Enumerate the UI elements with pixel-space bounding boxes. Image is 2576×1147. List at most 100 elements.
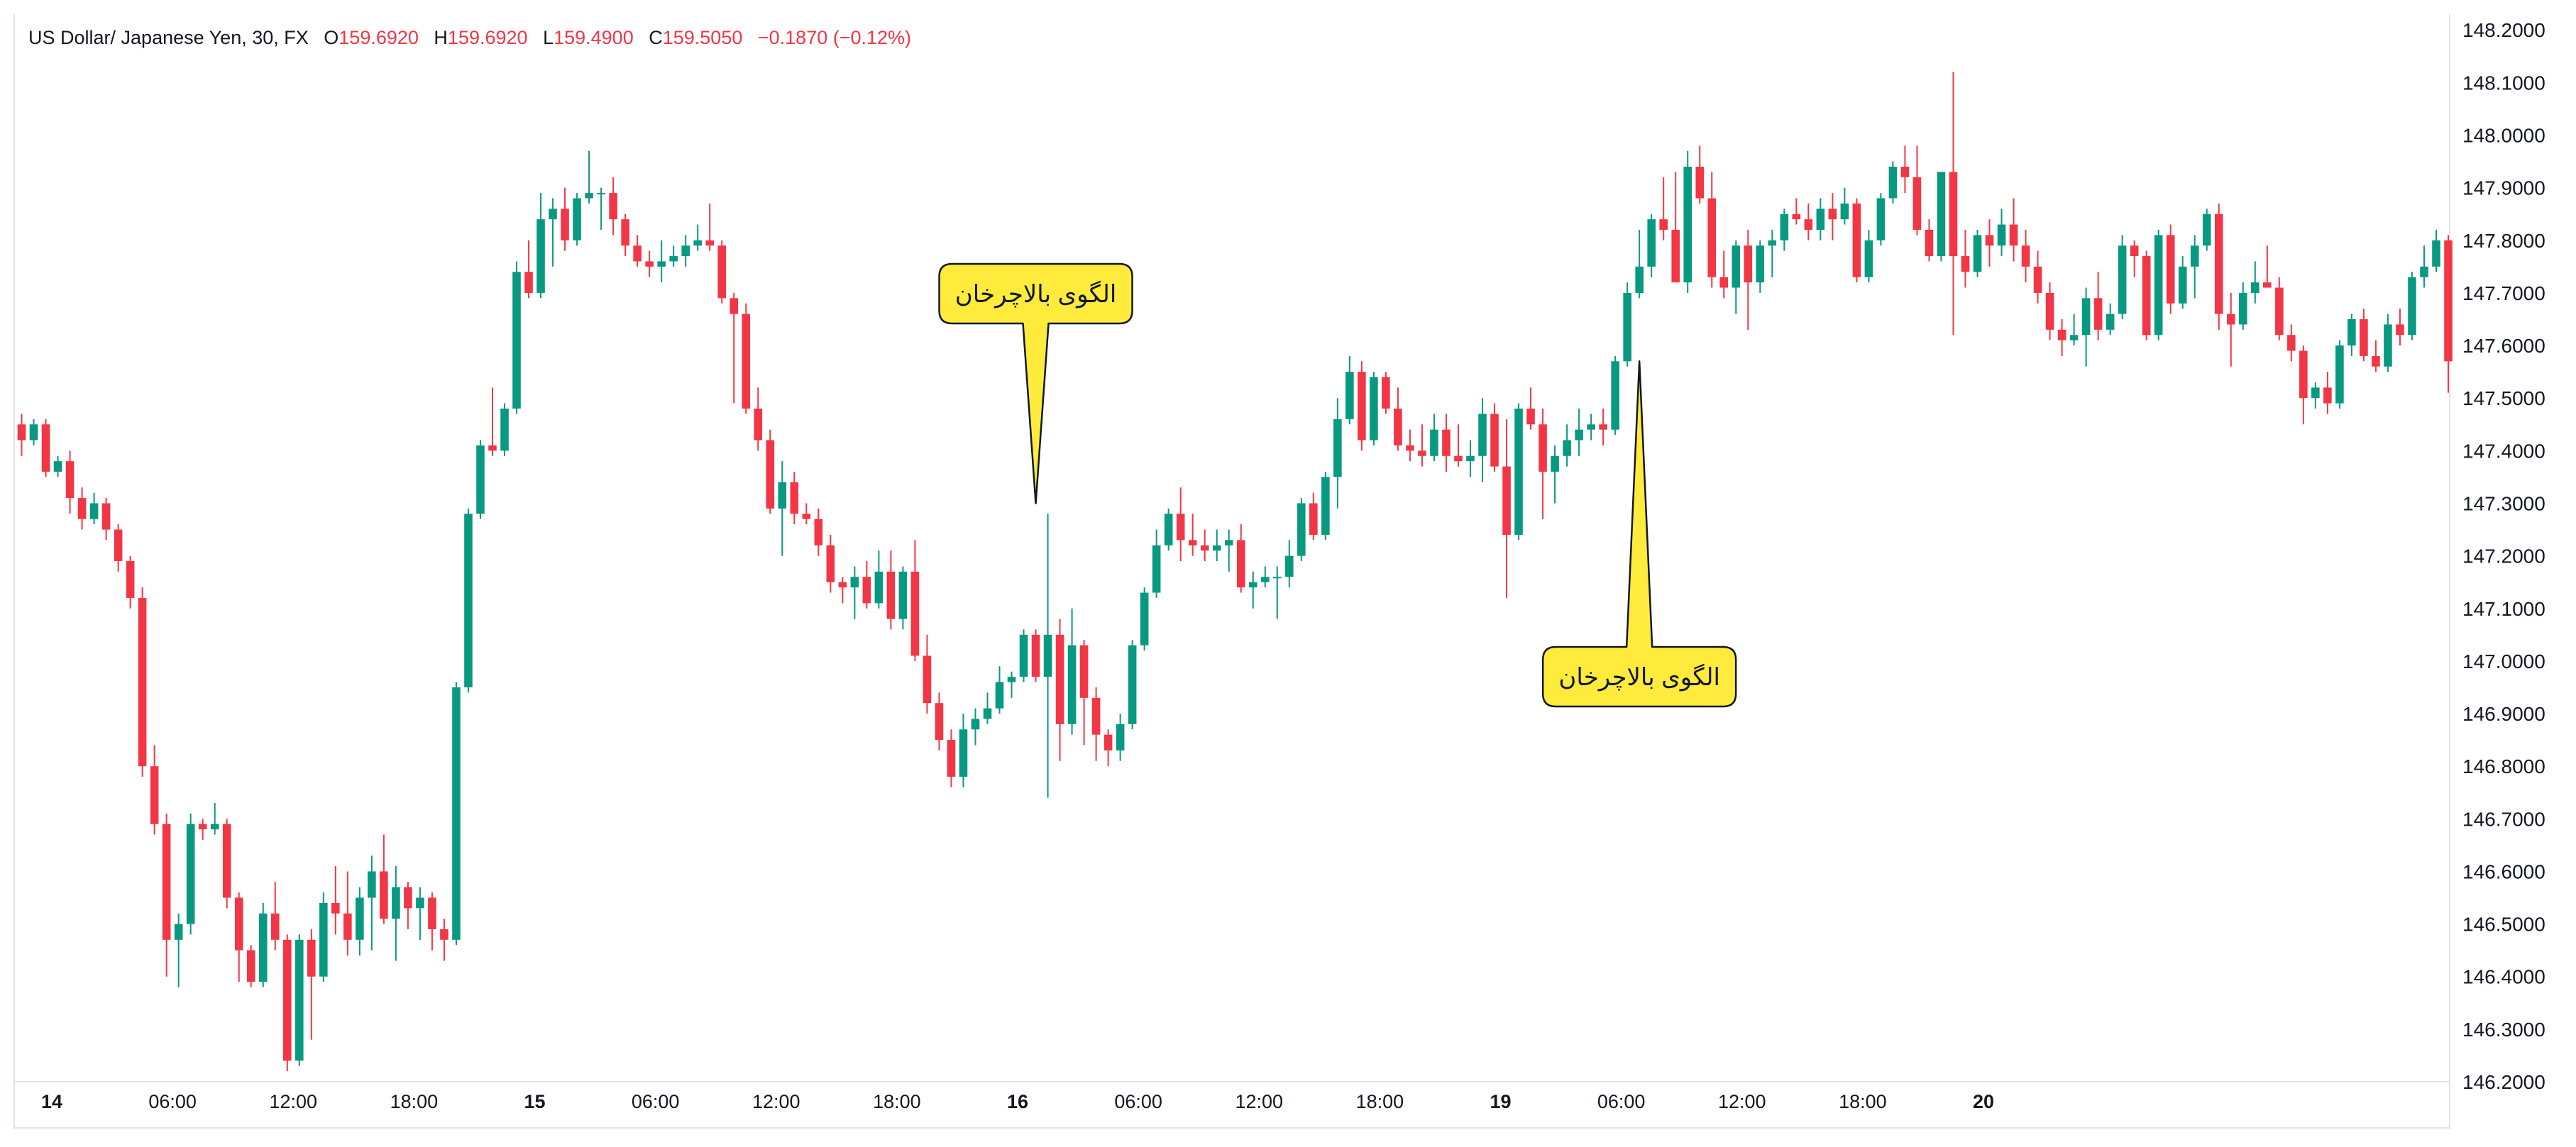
candle: [1333, 398, 1342, 509]
candle: [2009, 198, 2018, 262]
candle: [2057, 319, 2066, 356]
candle: [633, 235, 642, 267]
candle-body: [1370, 377, 1378, 440]
candle: [343, 871, 352, 956]
candle: [2347, 314, 2356, 356]
candle: [1176, 487, 1185, 562]
candle: [645, 250, 654, 277]
candle: [2214, 203, 2223, 330]
callout-label: الگوی بالاچرخان: [955, 280, 1117, 309]
candle-body: [210, 824, 219, 830]
candle-body: [428, 897, 436, 929]
candle-body: [1539, 424, 1547, 472]
candle: [2154, 229, 2163, 340]
candle-body: [150, 766, 159, 824]
candle-body: [1961, 256, 1970, 272]
candle-body: [234, 897, 243, 951]
candle-body: [1188, 540, 1197, 545]
time-tick-label: 18:00: [1356, 1091, 1404, 1112]
legend-open-value: 159.6920: [338, 27, 419, 48]
candle-body: [1224, 540, 1233, 545]
candle-body: [1912, 177, 1922, 230]
candle-body: [2093, 298, 2103, 330]
candle: [1816, 198, 1825, 240]
candle-body: [1563, 440, 1571, 456]
candle-body: [1852, 203, 1861, 277]
price-axis[interactable]: 148.2000 148.1000 148.0000 147.9000 147.8000…: [2462, 19, 2545, 1093]
candle: [1925, 219, 1934, 262]
candle: [1321, 472, 1330, 541]
candle-body: [162, 824, 171, 940]
candle-body: [41, 424, 50, 472]
candle-body: [1840, 203, 1849, 220]
candle-body: [1152, 545, 1161, 593]
candle-body: [2202, 214, 2211, 246]
candle: [428, 892, 436, 951]
candle-body: [258, 913, 268, 982]
candle-body: [2396, 324, 2404, 336]
time-tick-label: 15: [524, 1091, 546, 1112]
candle-body: [1176, 514, 1185, 541]
candle-body: [2251, 282, 2259, 293]
candle-body: [524, 272, 533, 293]
candle: [368, 855, 376, 951]
callout-annotation[interactable]: الگوی بالاچرخان: [938, 262, 1133, 504]
candle-body: [1551, 455, 1559, 472]
legend-close-value: 159.5050: [663, 27, 743, 48]
candle-body: [1599, 424, 1607, 430]
candle-body: [609, 193, 617, 220]
candle: [609, 177, 617, 236]
candle: [1248, 571, 1257, 609]
candle-body: [2009, 224, 2018, 246]
candle: [1695, 145, 1705, 204]
candle: [1128, 640, 1137, 730]
callout-annotation[interactable]: الگوی بالاچرخان: [1541, 360, 1737, 708]
price-tick-label: 147.3000: [2462, 492, 2545, 514]
candle-body: [1019, 634, 1028, 677]
candle: [838, 577, 847, 604]
time-axis[interactable]: 14 06:00 12:00 18:00 15 06:00 12:00 18:00 16 06:0…: [41, 1091, 1994, 1112]
candle-body: [380, 871, 388, 919]
candle-body: [2323, 387, 2332, 404]
candle-body: [1285, 555, 1294, 577]
price-tick-label: 148.1000: [2462, 72, 2545, 94]
candle: [1382, 372, 1390, 414]
candle-body: [2347, 319, 2356, 346]
candle: [356, 887, 364, 956]
candle-body: [597, 193, 605, 195]
candle-body: [2045, 292, 2054, 330]
callout-label: الگوی بالاچرخان: [1558, 663, 1720, 692]
candle-body: [1732, 245, 1741, 288]
candle-body: [1103, 734, 1113, 750]
candle: [17, 414, 26, 456]
price-tick-label: 148.2000: [2462, 19, 2545, 41]
candle-body: [1297, 503, 1306, 556]
candle: [947, 729, 956, 787]
candle-body: [862, 577, 871, 604]
candle: [101, 498, 111, 541]
price-tick-label: 146.4000: [2462, 966, 2545, 988]
candle-body: [1611, 361, 1619, 430]
candle: [1707, 172, 1717, 288]
candle-body: [1333, 419, 1342, 477]
candle-body: [356, 897, 364, 940]
candle: [790, 472, 799, 525]
candle: [162, 813, 171, 977]
candle-body: [2444, 240, 2453, 362]
candle-body: [1031, 634, 1040, 677]
candle: [693, 224, 702, 251]
candle: [1973, 229, 1982, 277]
candle-body: [1888, 167, 1898, 199]
candle: [29, 419, 38, 445]
time-tick-label: 18:00: [873, 1091, 921, 1112]
candle: [65, 450, 75, 514]
price-tick-label: 146.6000: [2462, 860, 2545, 882]
candle-body: [1514, 409, 1523, 535]
price-tick-label: 147.5000: [2462, 387, 2545, 409]
candle: [198, 819, 207, 840]
candle: [500, 403, 509, 456]
candle: [1079, 640, 1089, 746]
candle: [621, 214, 629, 257]
